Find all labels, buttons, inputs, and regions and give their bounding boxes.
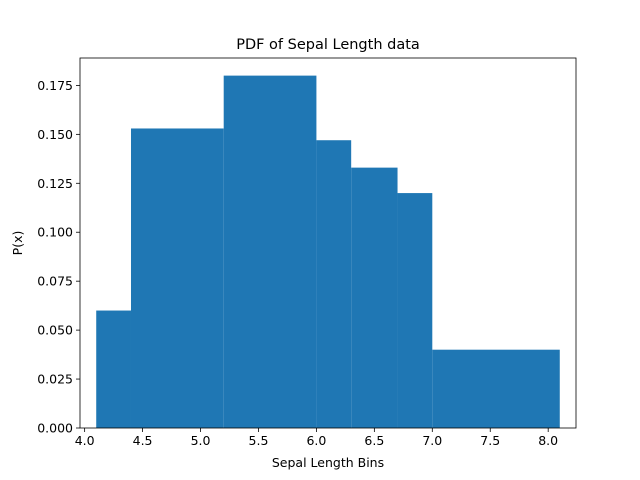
x-tick-label: 5.5 <box>249 433 269 448</box>
x-tick-label: 6.5 <box>364 433 384 448</box>
y-axis: 0.000 0.025 0.050 0.075 0.100 0.125 0.150 0.175 <box>37 78 80 436</box>
x-tick-label: 7.5 <box>480 433 500 448</box>
y-tick-label: 0.000 <box>37 421 73 436</box>
y-tick-label: 0.075 <box>37 274 73 289</box>
histogram-bar-1 <box>96 310 131 428</box>
histogram-bar-6 <box>397 193 433 428</box>
histogram-bar-5 <box>351 167 398 428</box>
x-tick-label: 6.0 <box>306 433 326 448</box>
y-tick-label: 0.100 <box>37 225 73 240</box>
x-tick-label: 8.0 <box>538 433 558 448</box>
x-tick-label: 4.5 <box>133 433 153 448</box>
x-axis: 4.0 4.5 5.0 5.5 6.0 6.5 7.0 7.5 8.0 <box>75 428 558 448</box>
y-tick-label: 0.050 <box>37 323 73 338</box>
x-tick-label: 4.0 <box>75 433 95 448</box>
x-tick-label: 5.0 <box>191 433 211 448</box>
histogram-bar-3 <box>223 75 317 428</box>
y-tick-label: 0.025 <box>37 372 73 387</box>
y-tick-label: 0.125 <box>37 176 73 191</box>
plot-frame <box>79 57 577 429</box>
histogram-bar-4 <box>316 140 352 428</box>
chart-title: PDF of Sepal Length data <box>236 37 420 53</box>
y-axis-label: P(x) <box>10 231 25 256</box>
bars-group <box>96 75 560 428</box>
y-tick-label: 0.175 <box>37 78 73 93</box>
histogram-bar-7 <box>432 349 560 428</box>
x-axis-label: Sepal Length Bins <box>272 455 384 470</box>
y-tick-label: 0.150 <box>37 127 73 142</box>
histogram-bar-2 <box>130 128 224 428</box>
x-tick-label: 7.0 <box>422 433 442 448</box>
